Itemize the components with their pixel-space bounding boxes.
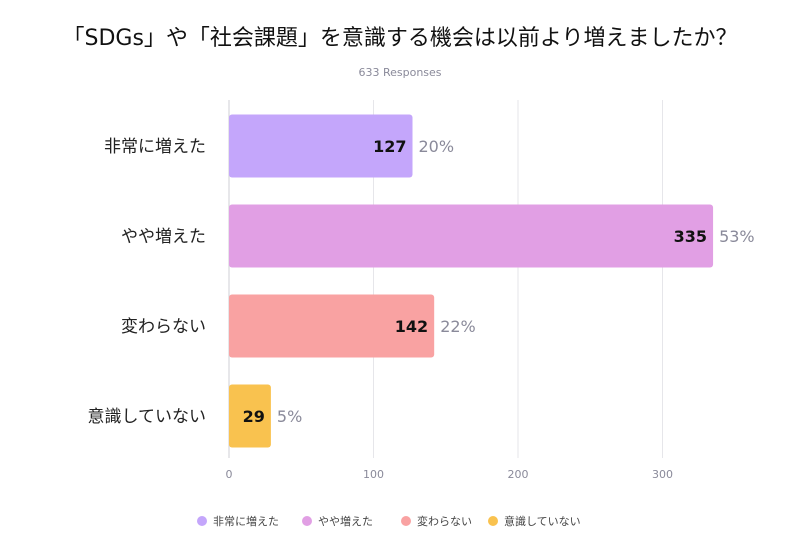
bar-value-label: 29 bbox=[243, 407, 265, 426]
category-label: 非常に増えた bbox=[104, 137, 206, 157]
legend-item-label: 意識していない bbox=[504, 514, 581, 528]
category-label: やや増えた bbox=[121, 227, 206, 247]
x-tick-label: 0 bbox=[226, 468, 233, 481]
legend-item-label: 変わらない bbox=[417, 514, 472, 528]
bar bbox=[229, 114, 413, 178]
bar-percent-label: 53% bbox=[719, 227, 755, 246]
bar-value-label: 142 bbox=[395, 317, 428, 336]
legend-item-label: やや増えた bbox=[318, 515, 373, 528]
category-label: 意識していない bbox=[88, 407, 207, 427]
legend-swatch bbox=[488, 516, 498, 526]
response-count: 633 Responses bbox=[358, 66, 442, 79]
bar bbox=[229, 384, 271, 448]
bar-percent-label: 20% bbox=[419, 137, 455, 156]
legend-swatch bbox=[302, 516, 312, 526]
category-label: 変わらない bbox=[121, 317, 206, 337]
x-tick-label: 100 bbox=[363, 468, 384, 481]
bar-percent-label: 22% bbox=[440, 317, 476, 336]
x-tick-label: 300 bbox=[652, 468, 673, 481]
x-tick-label: 200 bbox=[508, 468, 529, 481]
bar-value-label: 335 bbox=[674, 227, 707, 246]
bar-value-label: 127 bbox=[373, 137, 406, 156]
legend-swatch bbox=[401, 516, 411, 526]
legend-item-label: 非常に増えた bbox=[213, 515, 279, 528]
bar bbox=[229, 294, 435, 358]
chart-title: 「SDGs」や「社会課題」を意識する機会は以前より増えましたか？ bbox=[62, 26, 738, 51]
legend-swatch bbox=[197, 516, 207, 526]
bar bbox=[229, 204, 714, 268]
bar-percent-label: 5% bbox=[277, 407, 302, 426]
